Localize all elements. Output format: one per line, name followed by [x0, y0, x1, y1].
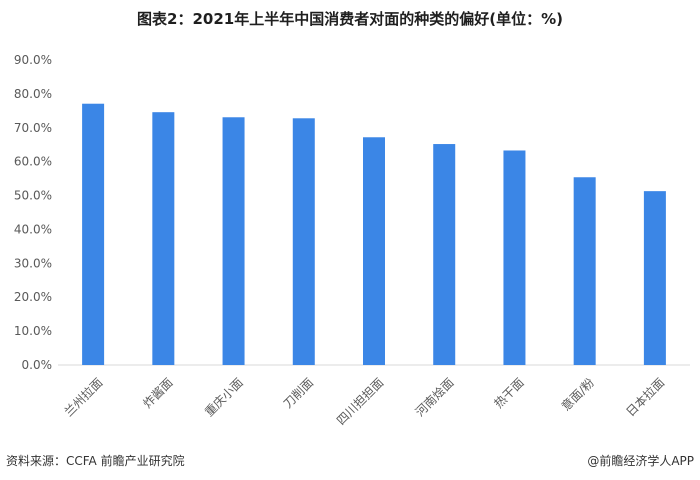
bar [152, 112, 175, 365]
y-axis-tick-labels: 0.0% 10.0% 20.0% 30.0% 40.0% 50.0% 60.0% 70.0% 8… [14, 53, 52, 372]
chart-title: 图表2：2021年上半年中国消费者对面的种类的偏好(单位：%) [137, 10, 563, 28]
y-tick-label: 80.0% [14, 87, 52, 101]
x-tick-label: 重庆小面 [202, 375, 246, 419]
y-tick-label: 50.0% [14, 189, 52, 203]
y-tick-label: 40.0% [14, 222, 52, 236]
y-tick-label: 60.0% [14, 155, 52, 169]
x-tick-label: 日本拉面 [623, 375, 668, 420]
x-tick-label: 热干面 [491, 375, 526, 410]
x-tick-label: 炸酱面 [140, 375, 176, 411]
bar [503, 150, 526, 365]
bar [643, 191, 666, 365]
y-tick-label: 0.0% [22, 358, 53, 372]
y-tick-label: 30.0% [14, 256, 52, 270]
x-tick-label: 兰州拉面 [61, 375, 106, 420]
credit-note: @前瞻经济学人APP [587, 454, 694, 468]
bar [573, 177, 596, 365]
x-tick-label: 四川担担面 [334, 375, 386, 427]
bar [433, 144, 456, 365]
y-tick-label: 70.0% [14, 121, 52, 135]
y-tick-label: 90.0% [14, 53, 52, 67]
x-tick-label: 河南烩面 [412, 375, 457, 420]
bars [82, 103, 666, 366]
bar [222, 117, 245, 366]
bar [292, 118, 315, 366]
x-tick-label: 意面/粉 [558, 375, 597, 414]
bar [363, 137, 385, 365]
y-tick-label: 10.0% [14, 324, 52, 338]
x-tick-label: 刀削面 [281, 375, 316, 410]
source-note: 资料来源：CCFA 前瞻产业研究院 [6, 454, 185, 468]
y-tick-label: 20.0% [14, 290, 52, 304]
x-axis-tick-labels: 兰州拉面 炸酱面 重庆小面 刀削面 四川担担面 河南烩面 热干面 意面/粉 日本拉面 [61, 375, 667, 428]
bar [82, 103, 105, 365]
